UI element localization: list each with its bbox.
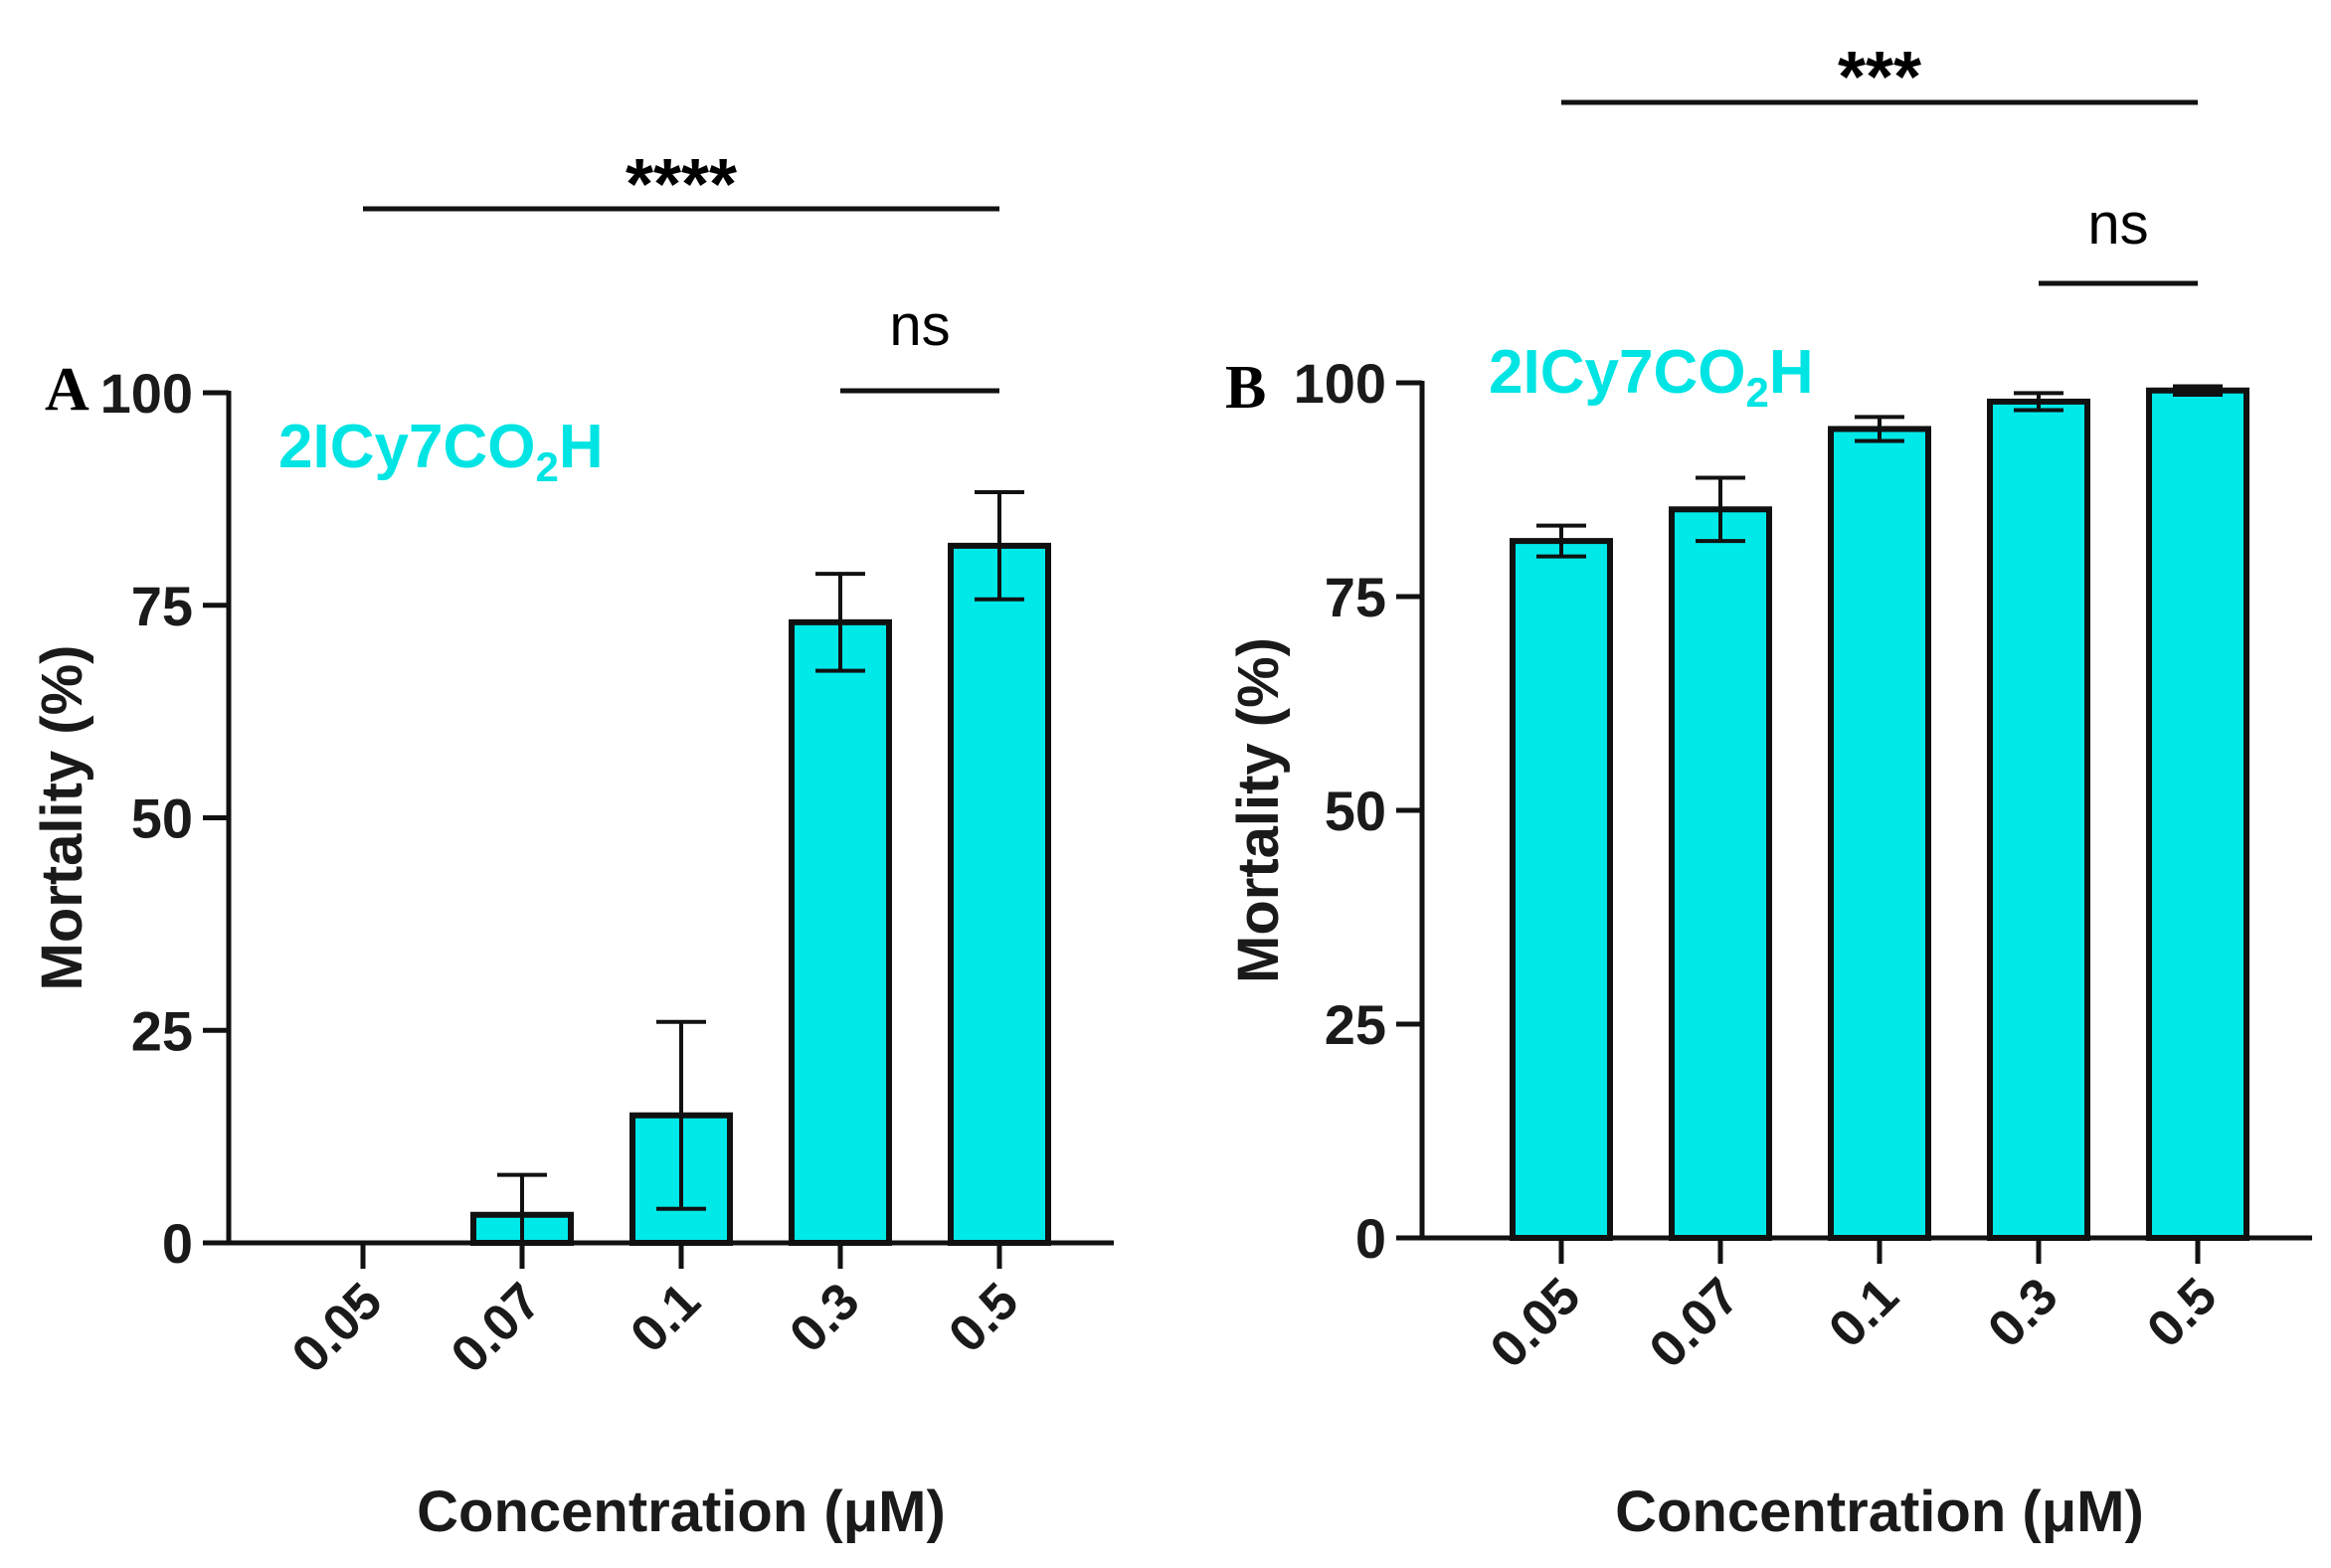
significance-label-2: ns xyxy=(889,293,950,358)
panel-letter: A xyxy=(45,356,90,424)
y-tick-label-100: 100 xyxy=(1294,352,1386,415)
bar-0.3 xyxy=(1987,398,2090,1242)
error-bar-0.05 xyxy=(1536,523,1586,559)
error-bar-0.5 xyxy=(975,490,1024,602)
x-tick-label-0.3: 0.3 xyxy=(779,1272,870,1363)
y-tick-label-25: 25 xyxy=(1325,993,1386,1056)
y-axis-title: Mortality (%) xyxy=(1226,637,1291,983)
compound-label: 2ICy7CO2H xyxy=(278,413,604,490)
x-tick-label-0.07: 0.07 xyxy=(441,1272,553,1384)
x-tick-label-0.1: 0.1 xyxy=(1818,1267,1909,1358)
x-tick-label-0.05: 0.05 xyxy=(1480,1267,1592,1379)
bar-0.05 xyxy=(1510,538,1613,1241)
panel-a: A 0 25 50 75 100 0.05 0.07 0.1 0.3 0.5 Mortality (%… xyxy=(30,145,1114,1544)
error-bar-0.1 xyxy=(656,1019,706,1211)
y-tick-label-25: 25 xyxy=(131,999,193,1062)
x-axis-title: Concentration (μM) xyxy=(1615,1480,2144,1544)
y-tick-label-75: 75 xyxy=(131,575,193,637)
significance-label-1: *** xyxy=(1838,38,1921,117)
error-bar-0.07 xyxy=(1696,475,1745,544)
y-tick-label-0: 0 xyxy=(1355,1207,1386,1270)
y-tick-label-100: 100 xyxy=(100,362,193,425)
bar-0.3 xyxy=(789,618,892,1246)
x-tick-label-0.5: 0.5 xyxy=(2136,1267,2228,1358)
x-tick-label-0.07: 0.07 xyxy=(1639,1267,1751,1379)
bar-0.1 xyxy=(1828,426,1931,1241)
x-tick-label-0.05: 0.05 xyxy=(281,1272,394,1384)
x-tick-label-0.1: 0.1 xyxy=(620,1272,711,1363)
panel-letter: B xyxy=(1225,354,1266,422)
panel-b: B 0 25 50 75 100 0.05 0.07 0.1 0.3 0.5 Mortality (%… xyxy=(1225,38,2312,1544)
y-tick-label-50: 50 xyxy=(1325,780,1386,842)
x-tick-label-0.3: 0.3 xyxy=(1977,1267,2068,1358)
significance-label-2: ns xyxy=(2087,192,2148,257)
error-bar-0.3 xyxy=(2014,391,2063,413)
error-bar-0.5 xyxy=(2173,384,2223,398)
x-tick-label-0.5: 0.5 xyxy=(938,1272,1029,1363)
bar-0.07 xyxy=(1669,506,1772,1241)
y-tick-label-50: 50 xyxy=(131,787,193,850)
error-bar-0.3 xyxy=(815,572,865,673)
bar-0.5 xyxy=(948,542,1051,1246)
y-tick-label-75: 75 xyxy=(1325,566,1386,628)
x-axis-title: Concentration (μM) xyxy=(417,1480,946,1544)
y-tick-label-0: 0 xyxy=(162,1212,193,1275)
error-bar-0.1 xyxy=(1855,415,1904,443)
compound-label: 2ICy7CO2H xyxy=(1489,338,1814,416)
significance-label-1: **** xyxy=(626,145,737,225)
y-axis-title: Mortality (%) xyxy=(30,645,94,991)
bar-0.5 xyxy=(2146,387,2249,1241)
